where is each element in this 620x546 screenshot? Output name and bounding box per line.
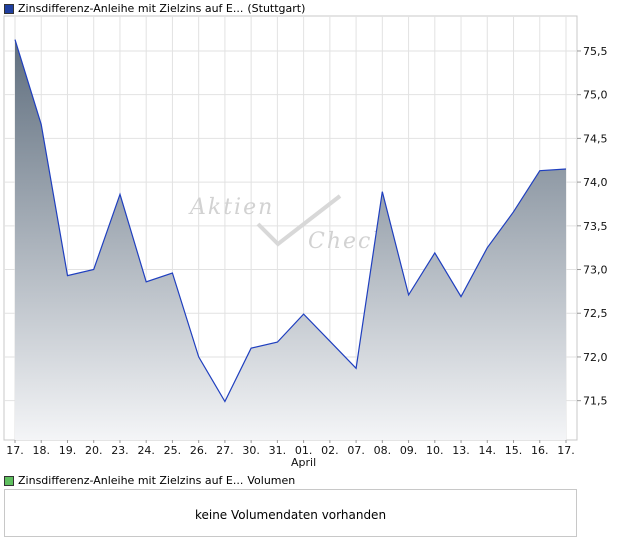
y-tick-label: 72,0 [583,351,608,364]
x-tick-label: 18. [32,444,50,457]
x-tick-label: 19. [59,444,77,457]
volume-legend: Zinsdifferenz-Anleihe mit Zielzins auf E… [4,474,295,487]
x-tick-label: 17. [6,444,24,457]
x-tick-label: 16. [531,444,549,457]
price-chart: Aktien Check 71,5 72,0 72,5 73,0 73,5 74,0 74,… [3,15,608,469]
price-legend-exchange: (Stuttgart) [247,2,306,15]
watermark-checkmark-icon [256,194,342,247]
price-legend: Zinsdifferenz-Anleihe mit Zielzins auf E… [4,2,305,15]
x-tick-label: 02. [321,444,339,457]
x-tick-label: 20. [85,444,103,457]
y-tick-label: 75,5 [583,45,608,58]
x-tick-label: 15. [505,444,523,457]
y-tick-label: 75,0 [583,89,608,102]
price-area [15,39,566,440]
x-tick-label: 08. [374,444,392,457]
x-tick-label: 17. [557,444,575,457]
y-tick-label: 71,5 [583,395,608,408]
y-tick-label: 72,5 [583,307,608,320]
price-legend-swatch [4,3,14,14]
x-tick-label: 13. [452,444,470,457]
price-line [14,39,567,403]
x-tick-label: 24. [137,444,155,457]
x-tick-sublabel: April [291,456,316,469]
x-tick-label: 09. [400,444,418,457]
y-tick-label: 73,0 [583,264,608,277]
watermark-text-check: Check [308,229,388,254]
volume-panel: keine Volumendaten vorhanden [4,489,577,537]
volume-legend-swatch [4,475,14,486]
x-tick-label: 14. [479,444,497,457]
y-tick-label: 74,5 [583,132,608,145]
x-tick-label: 10. [426,444,444,457]
price-legend-label: Zinsdifferenz-Anleihe mit Zielzins auf E… [18,2,244,15]
x-tick-label: 25. [164,444,182,457]
volume-legend-suffix: Volumen [247,474,296,487]
volume-empty-message: keine Volumendaten vorhanden [194,508,387,522]
x-axis: 17. 18. 19. 20. 23. 24. 25. 26. 27. 30. 31. 01.Apri… [6,440,575,469]
y-tick-label: 73,5 [583,220,608,233]
watermark-text-aktien: Aktien [188,195,274,220]
y-axis: 71,5 72,0 72,5 73,0 73,5 74,0 74,5 75,0 75,5 [577,45,608,408]
x-tick-label: 23. [111,444,129,457]
x-tick-label: 01. [295,444,313,457]
x-tick-label: 30. [242,444,260,457]
x-tick-label: 31. [269,444,287,457]
x-tick-label: 07. [347,444,365,457]
y-tick-label: 74,0 [583,176,608,189]
x-tick-label: 27. [216,444,234,457]
volume-legend-label: Zinsdifferenz-Anleihe mit Zielzins auf E… [18,474,244,487]
watermark: Aktien Check [188,194,388,254]
x-tick-label: 26. [190,444,208,457]
